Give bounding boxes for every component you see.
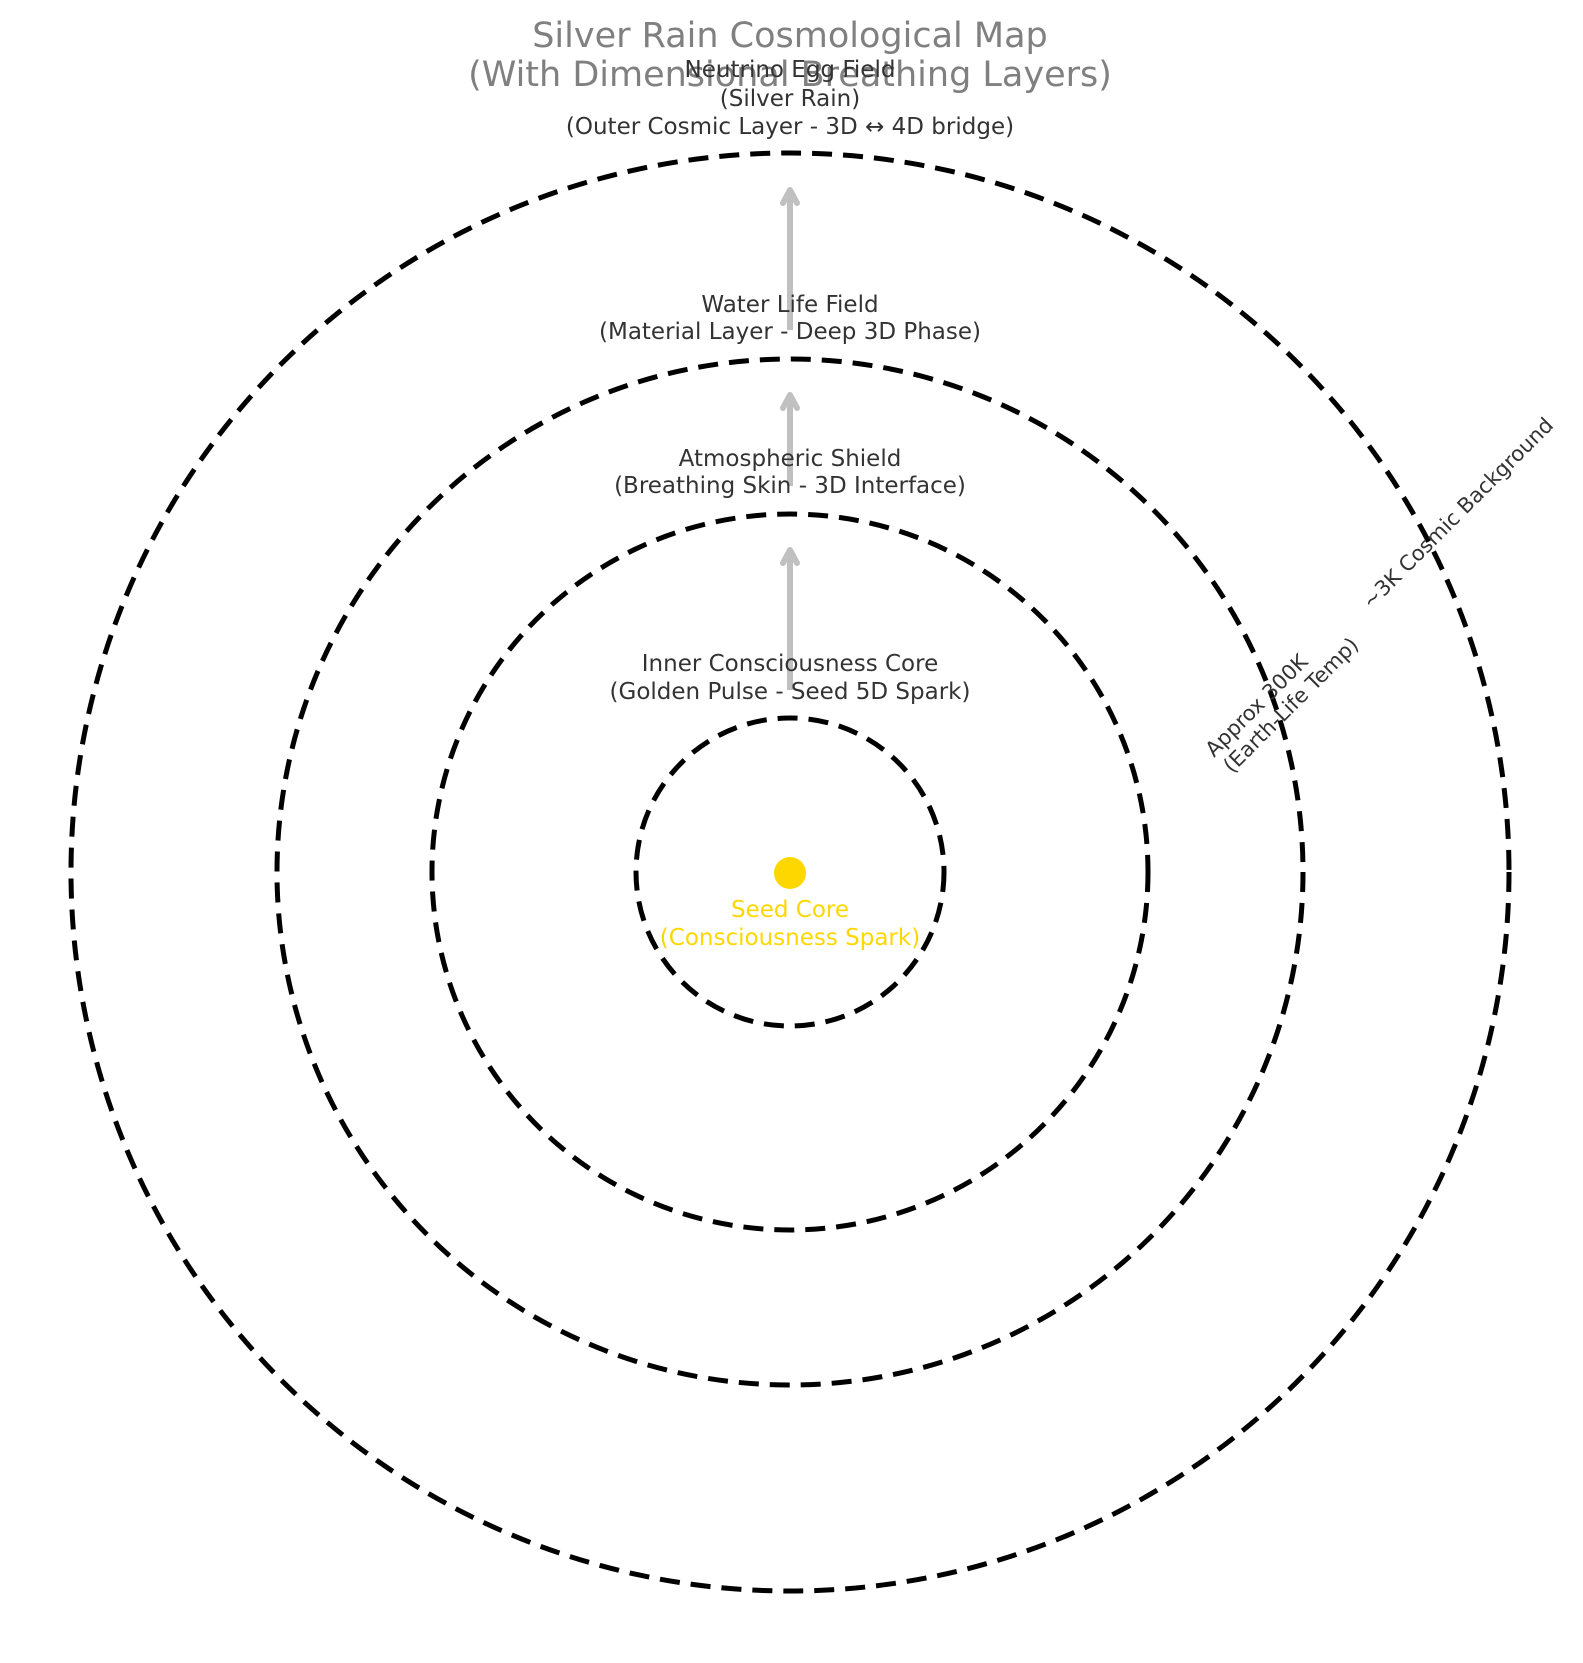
atmospheric-shield-description: (Breathing Skin - 3D Interface) bbox=[614, 473, 966, 499]
cosmic-background-temp-label: ~3K Cosmic Background bbox=[1358, 413, 1559, 614]
water-field-description: (Material Layer - Deep 3D Phase) bbox=[599, 319, 981, 345]
arrow-inner bbox=[780, 547, 800, 690]
seed-core-label: Seed Core bbox=[731, 897, 849, 923]
inner-core-label: Inner Consciousness Core bbox=[642, 651, 938, 677]
neutrino-field-sublabel: (Silver Rain) bbox=[720, 86, 860, 112]
atmospheric-shield-label: Atmospheric Shield bbox=[679, 446, 902, 472]
water-field-label: Water Life Field bbox=[701, 292, 878, 318]
ring-inner-consciousness-core bbox=[633, 715, 947, 1029]
title-line-1: Silver Rain Cosmological Map bbox=[532, 16, 1048, 56]
arrow-middle bbox=[780, 392, 800, 486]
ring-water-life-field bbox=[274, 356, 1306, 1388]
neutrino-field-label: Neutrino Egg Field bbox=[685, 57, 896, 83]
arrow-outer bbox=[780, 187, 800, 330]
ring-neutrino-egg-field bbox=[68, 150, 1512, 1594]
neutrino-field-description: (Outer Cosmic Layer - 3D ↔ 4D bridge) bbox=[566, 114, 1014, 140]
seed-core-subtitle: (Consciousness Spark) bbox=[660, 925, 920, 951]
title-line-2: (With Dimensional Breathing Layers) bbox=[468, 55, 1112, 95]
seed-core-dot bbox=[774, 857, 806, 889]
ring-atmospheric-shield bbox=[429, 511, 1151, 1233]
inner-core-description: (Golden Pulse - Seed 5D Spark) bbox=[610, 679, 971, 705]
